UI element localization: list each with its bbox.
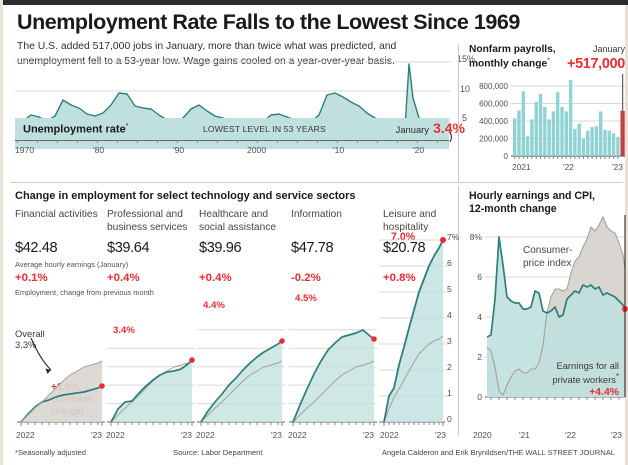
cpi-xtick-22: '22: [565, 430, 576, 440]
xtick-professional-end: '23: [181, 430, 192, 440]
main-xtick-80: '80: [93, 145, 105, 155]
panel-wage-information: $47.78: [291, 240, 334, 256]
sector-ytick-7: 7%: [447, 232, 460, 242]
payrolls-xtick-2021: 2021: [512, 162, 531, 172]
panel-name-financial: Financial activities: [15, 209, 98, 220]
credit-label: Angela Calderon and Erik Brynildsen/THE …: [381, 448, 615, 457]
cpi-xtick-23: '23: [611, 430, 622, 440]
panel-wage-professional: $39.64: [107, 240, 150, 256]
payrolls-bars: 800,000 600,000 400,000 200,000 0: [465, 74, 627, 178]
hourly-earnings-cpi-chart: 8% 6 4 2 0: [465, 215, 628, 430]
panel-change-healthcare: +0.4%: [199, 272, 232, 284]
information-end-annotation: 4.5%: [295, 293, 317, 304]
sparkline-information: [285, 300, 381, 433]
panel-name-healthcare: Healthcare and social assistance: [199, 209, 277, 234]
unemployment-band: [15, 118, 449, 140]
sector-section-title: Change in employment for select technolo…: [15, 190, 356, 202]
panel-name-professional: Professional and business services: [107, 209, 188, 234]
axis-line: [15, 140, 449, 141]
panel-name-information: Information: [291, 209, 342, 220]
earnings-series-label: Earnings for all private workers* +4.4%: [552, 360, 619, 398]
xtick-financial-end: '23: [91, 430, 102, 440]
xtick-information-end: '23: [363, 430, 374, 440]
cpi-ytick-6: 6: [477, 272, 482, 282]
xtick-leisure-end: '23: [435, 430, 446, 440]
sector-ytick-1: 1: [447, 388, 452, 398]
payrolls-title: Nonfarm payrolls, monthly change*: [469, 44, 556, 70]
main-ytick-5: 5: [461, 113, 467, 123]
cpi-xtick-21: '21: [519, 430, 530, 440]
footnote-seasonally-adjusted: *Seasonally adjusted: [15, 448, 86, 457]
main-xtick-1970: 1970: [15, 145, 35, 155]
xtick-financial-start: 2022: [16, 430, 35, 440]
top-rule: [3, 0, 628, 5]
xtick-healthcare-end: '23: [271, 430, 282, 440]
xtick-healthcare-start: 2022: [196, 430, 215, 440]
panel-wage-financial: $42.48: [15, 240, 58, 256]
sector-ytick-2: 2: [447, 362, 452, 372]
payrolls-xtick-23: '23: [612, 162, 623, 172]
xtick-leisure-start: 2022: [380, 430, 399, 440]
deck-text: The U.S. added 517,000 jobs in January, …: [17, 41, 397, 67]
svg-text:0: 0: [504, 152, 509, 161]
cpi-chart-title: Hourly earnings and CPI, 12-month change: [469, 190, 595, 216]
xtick-professional-start: 2022: [106, 430, 125, 440]
overall-annotation: Overall 3.3%: [15, 328, 45, 351]
vertical-divider-bottom: [458, 186, 459, 436]
svg-text:200,000: 200,000: [479, 135, 508, 144]
page-title: Unemployment Rate Falls to the Lowest Si…: [17, 10, 520, 34]
payrolls-january-value: +517,000: [566, 56, 625, 72]
january-value-main: 3.4%: [433, 120, 465, 136]
payrolls-xtick-22: '22: [563, 162, 574, 172]
sparkline-financial: [13, 300, 109, 433]
january-label-main: January: [395, 124, 429, 135]
panel-wage-healthcare: $39.96: [199, 240, 242, 256]
panel-change-leisure: +0.8%: [383, 272, 416, 284]
healthcare-end-annotation: 4.4%: [203, 300, 225, 311]
sector-ytick-3: 3: [447, 336, 452, 346]
panel-change-financial: +0.1%: [15, 272, 48, 284]
panel-change-professional: +0.4%: [107, 272, 140, 284]
cpi-xtick-2020: 2020: [473, 430, 492, 440]
sparkline-healthcare: [193, 300, 289, 433]
panel-wage-leisure: $20.78: [383, 240, 426, 256]
professional-end-annotation: 3.4%: [113, 325, 135, 336]
svg-text:400,000: 400,000: [479, 117, 508, 126]
sector-ytick-4: 4: [447, 310, 452, 320]
nonfarm-payrolls-chart: Nonfarm payrolls, monthly change* Januar…: [465, 44, 627, 179]
sparkline-leisure: [377, 236, 455, 433]
vertical-divider-top: [458, 44, 459, 182]
horizontal-divider: [11, 182, 623, 183]
cpi-series-label: Consumer-price index: [523, 245, 573, 269]
lowest-level-note: LOWEST LEVEL IN 53 YEARS: [203, 124, 326, 134]
sparkline-professional: [103, 300, 199, 433]
source-label: Source: Labor Department: [173, 448, 263, 457]
unemployment-rate-label: Unemployment rate*: [23, 123, 129, 136]
cpi-ytick-0: 0: [477, 392, 482, 402]
main-chart-x-axis: 1970 '80 '90 2000 '10 '20: [15, 140, 449, 156]
panel-name-leisure: Leisure and hospitality: [383, 209, 437, 234]
cpi-ytick-8: 8%: [470, 232, 483, 242]
cpi-ytick-4: 4: [477, 312, 482, 322]
panel-change-information: -0.2%: [291, 272, 321, 284]
main-ytick-10: 10: [459, 84, 470, 94]
sector-ytick-0: 0: [447, 414, 452, 424]
main-xtick-10: '10: [333, 145, 345, 155]
employment-note: Employment, change from previous month: [15, 288, 154, 297]
wage-note: Average hourly earnings (January): [15, 260, 129, 269]
main-xtick-90: '90: [173, 145, 185, 155]
sector-ytick-5: 5: [447, 284, 452, 294]
payrolls-january-label: January: [592, 44, 625, 54]
main-ytick-15: 15%: [456, 54, 475, 64]
sector-ytick-6: 6: [447, 258, 452, 268]
cpi-ytick-2: 2: [477, 352, 482, 362]
main-xtick-2000: 2000: [247, 145, 267, 155]
main-xtick-20: '20: [413, 145, 425, 155]
xtick-information-start: 2022: [288, 430, 307, 440]
svg-text:600,000: 600,000: [479, 100, 508, 109]
svg-text:800,000: 800,000: [479, 82, 508, 91]
